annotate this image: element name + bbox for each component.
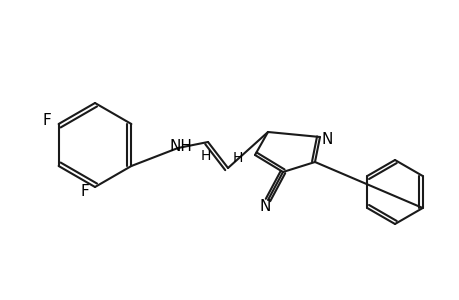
Text: NH: NH <box>169 139 192 154</box>
Text: N: N <box>321 131 332 146</box>
Text: F: F <box>42 112 51 128</box>
Text: H: H <box>201 149 211 163</box>
Text: F: F <box>80 184 89 200</box>
Text: N: N <box>258 199 270 214</box>
Text: H: H <box>232 151 243 165</box>
